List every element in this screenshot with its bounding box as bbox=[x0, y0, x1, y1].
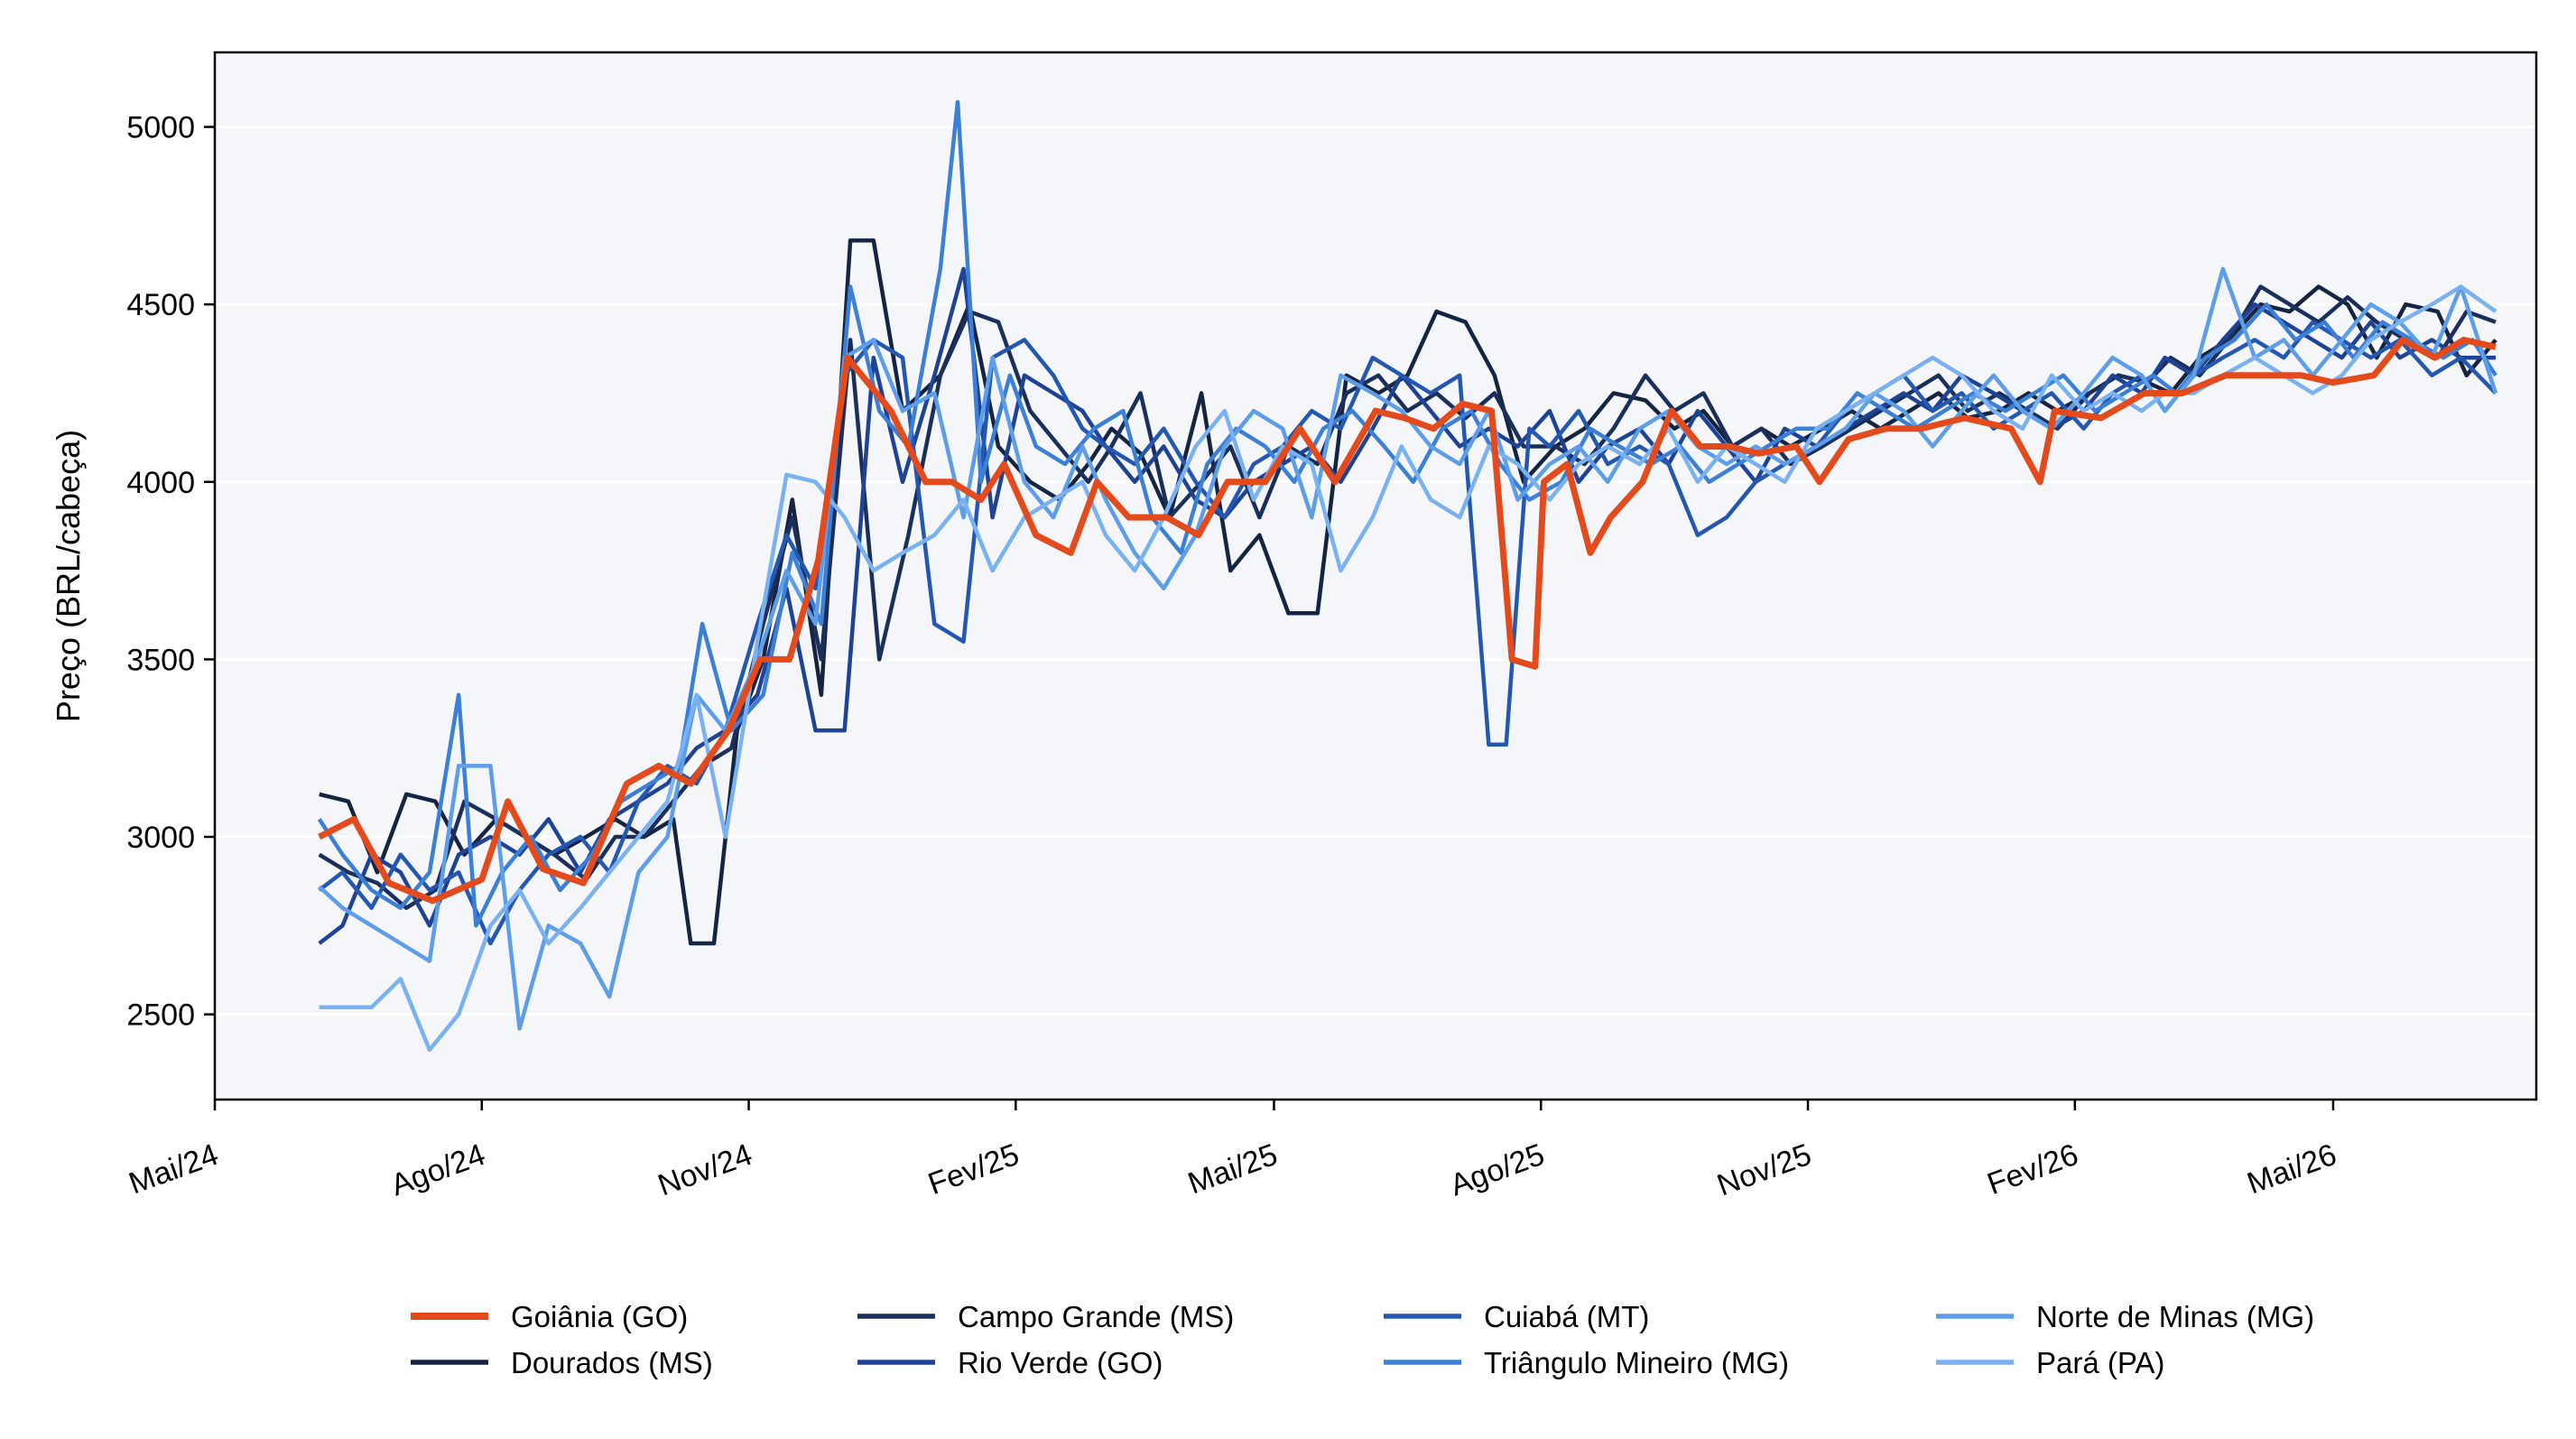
x-tick-label: Mai/26 bbox=[2243, 1137, 2341, 1202]
series-lines bbox=[317, 99, 2498, 1053]
y-tick-label-2500: 2500 bbox=[126, 998, 195, 1033]
x-axis-ticks: Mai/24 Ago/24 Nov/24 Fev/25 Mai/25 Ago/25 Nov/… bbox=[125, 1100, 2341, 1202]
y-tick-label-4000: 4000 bbox=[126, 466, 195, 500]
legend-label: Dourados (MS) bbox=[511, 1346, 713, 1379]
y-tick-label-4500: 4500 bbox=[126, 288, 195, 322]
x-tick-label: Fev/25 bbox=[923, 1137, 1024, 1202]
x-tick-label: Fev/26 bbox=[1983, 1137, 2083, 1202]
x-tick-label: Nov/24 bbox=[653, 1137, 756, 1203]
x-tick-label: Ago/25 bbox=[1446, 1137, 1549, 1203]
series-line bbox=[319, 284, 2497, 1053]
series-line bbox=[318, 266, 2498, 1031]
x-tick-label: Ago/24 bbox=[386, 1137, 489, 1203]
x-tick-label: Mai/25 bbox=[1183, 1137, 1282, 1202]
legend-label: Cuiabá (MT) bbox=[1484, 1300, 1649, 1333]
legend-label: Pará (PA) bbox=[2036, 1346, 2164, 1379]
y-axis-ticks: 2500 3000 3500 4000 4500 5000 bbox=[126, 111, 215, 1033]
y-tick-label-3000: 3000 bbox=[126, 821, 195, 855]
plot-frame bbox=[213, 51, 2538, 1101]
legend-label: Triângulo Mineiro (MG) bbox=[1484, 1346, 1789, 1379]
y-tick-label-5000: 5000 bbox=[126, 111, 195, 145]
series-line bbox=[318, 337, 2497, 905]
plot-area-background bbox=[215, 52, 2536, 1100]
x-tick-label: Nov/25 bbox=[1713, 1137, 1816, 1203]
y-tick-label-3500: 3500 bbox=[126, 643, 195, 677]
legend-label: Goiânia (GO) bbox=[511, 1300, 688, 1333]
x-tick-label: Mai/24 bbox=[125, 1137, 223, 1202]
legend: Goiânia (GO) Dourados (MS) Campo Grande (M… bbox=[411, 1300, 2314, 1379]
legend-label: Campo Grande (MS) bbox=[958, 1300, 1234, 1333]
y-axis-label: Preço (BRL/cabeça) bbox=[50, 430, 87, 722]
legend-label: Norte de Minas (MG) bbox=[2036, 1300, 2314, 1333]
legend-label: Rio Verde (GO) bbox=[958, 1346, 1163, 1379]
